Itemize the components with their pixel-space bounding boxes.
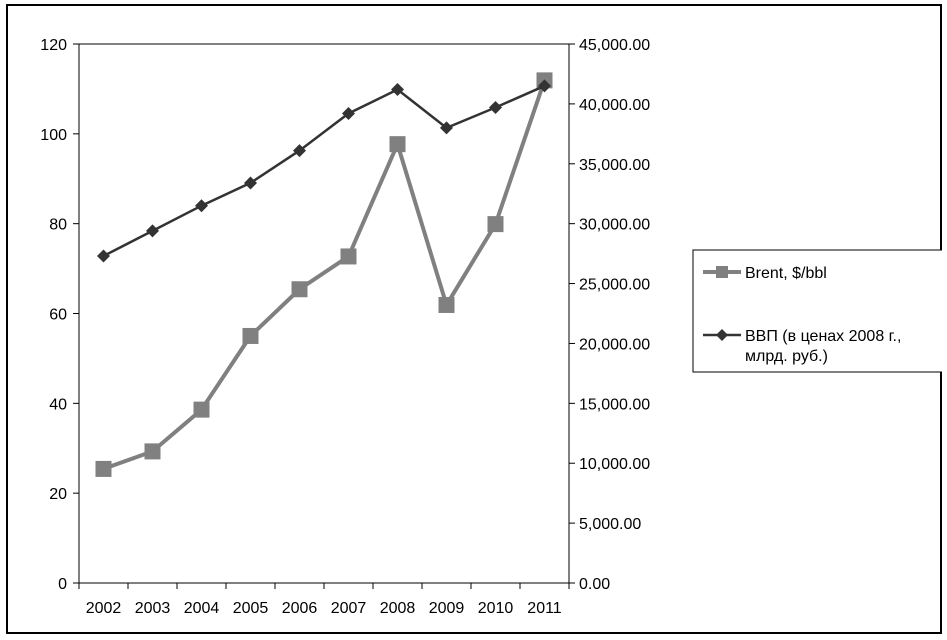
legend-brent-marker xyxy=(716,266,728,278)
y-left-tick-label: 60 xyxy=(49,307,67,324)
x-tick-label: 2011 xyxy=(527,600,562,617)
x-tick-label: 2010 xyxy=(478,600,514,617)
y-left-tick-label: 20 xyxy=(49,486,67,503)
brent-point xyxy=(242,327,259,344)
brent-point xyxy=(389,136,406,153)
gdp-point xyxy=(293,144,306,158)
chart: 0 20 40 60 80 100 120 0.00 5,000.00 10,000.00 15,0… xyxy=(6,4,947,634)
y-left-tick-label: 40 xyxy=(49,396,67,413)
brent-point xyxy=(487,216,504,233)
y-left-tick-label: 0 xyxy=(58,576,67,593)
legend-gdp-marker xyxy=(716,329,728,341)
gdp-line xyxy=(102,84,546,258)
gdp-point xyxy=(489,100,502,114)
y-left-tick-label: 80 xyxy=(49,217,67,234)
brent-point xyxy=(144,443,161,460)
y-right-tick-label: 15,000.00 xyxy=(579,396,650,413)
gdp-point xyxy=(244,176,257,190)
gdp-point xyxy=(342,106,355,120)
brent-point xyxy=(193,401,210,418)
legend-entry-label: Brent, $/bbl xyxy=(745,265,827,282)
gdp-point xyxy=(440,121,453,135)
y-right-tick-label: 45,000.00 xyxy=(579,37,650,54)
y-right-tick-label: 0.00 xyxy=(579,576,610,593)
y-right-tick-label: 20,000.00 xyxy=(579,336,650,353)
x-tick-label: 2002 xyxy=(86,600,122,617)
x-tick-label: 2009 xyxy=(429,600,465,617)
y-right-tick-label: 25,000.00 xyxy=(579,277,650,294)
brent-line xyxy=(102,79,547,471)
y-left-tick-label: 120 xyxy=(40,37,67,54)
x-tick-label: 2007 xyxy=(331,600,367,617)
legend-entry-label: ВВП (в ценах 2008 г., xyxy=(745,328,901,345)
y-right-tick-label: 5,000.00 xyxy=(579,516,641,533)
y-right-tick-label: 40,000.00 xyxy=(579,97,650,114)
y-left-tick-label: 100 xyxy=(40,127,67,144)
brent-point xyxy=(95,460,112,477)
gdp-point xyxy=(391,83,404,97)
x-tick-label: 2008 xyxy=(380,600,416,617)
chart-frame: 0 20 40 60 80 100 120 0.00 5,000.00 10,000.00 15,0… xyxy=(6,4,947,634)
x-tick-label: 2004 xyxy=(184,600,220,617)
brent-point xyxy=(291,281,308,298)
gdp-point xyxy=(538,79,551,93)
gdp-point xyxy=(195,199,208,213)
y-right-tick-label: 35,000.00 xyxy=(579,157,650,174)
y-right-tick-label: 30,000.00 xyxy=(579,217,650,234)
x-tick-label: 2005 xyxy=(233,600,269,617)
x-tick-label: 2006 xyxy=(282,600,318,617)
x-tick-label: 2003 xyxy=(135,600,171,617)
gdp-point xyxy=(97,249,110,263)
brent-point xyxy=(438,296,455,313)
brent-point xyxy=(340,248,357,265)
y-right-tick-label: 10,000.00 xyxy=(579,456,650,473)
legend-entry-label: млрд. руб.) xyxy=(745,348,828,365)
gdp-point xyxy=(146,224,159,238)
